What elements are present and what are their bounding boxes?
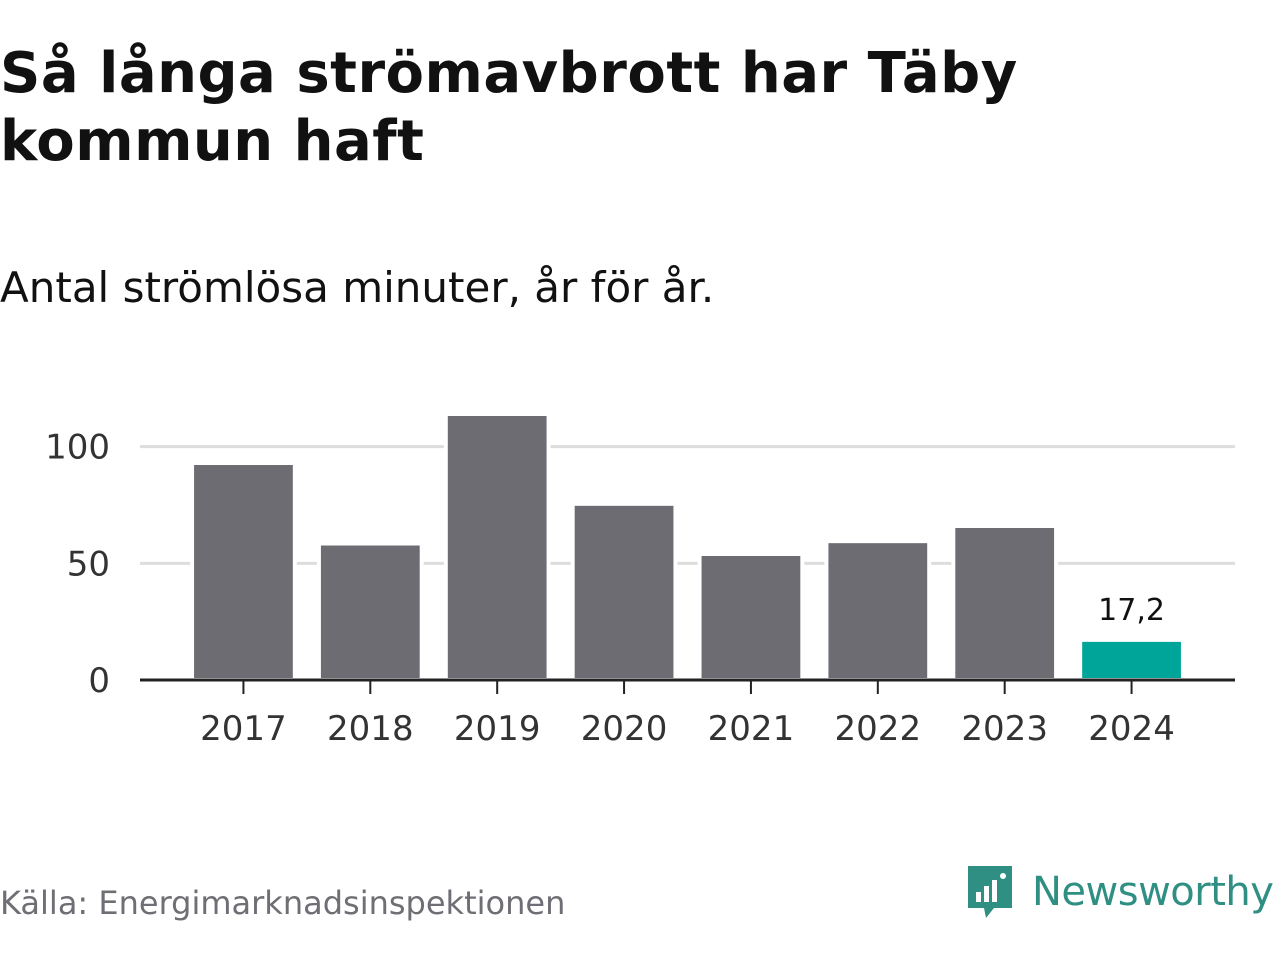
x-tick-label: 2020 [581, 709, 668, 749]
brand-name: Newsworthy [1032, 869, 1274, 915]
x-tick-label: 2018 [327, 709, 414, 749]
bars [190, 412, 1185, 683]
source-note: Källa: Energimarknadsinspektionen [0, 884, 566, 922]
bar-2018 [316, 541, 424, 682]
bar-2020 [570, 501, 678, 683]
x-tick-label: 2017 [200, 709, 287, 749]
labels: 0 50 100 2017 2018 2019 2020 2021 2022 2023 2024 17… [45, 428, 1175, 749]
chart-bubble-logo-icon [968, 866, 1012, 918]
bar-2017 [190, 461, 297, 682]
x-tick-label: 2023 [961, 709, 1048, 749]
y-tick-label: 0 [88, 661, 110, 701]
chart-title: Så långa strömavbrott har Täby kommun ha… [0, 41, 1018, 174]
axes [140, 678, 1235, 694]
chart-subtitle: Antal strömlösa minuter, år för år. [0, 263, 715, 312]
bar-2019 [443, 412, 551, 682]
y-tick-label: 100 [45, 428, 110, 468]
brand-logo: Newsworthy [964, 862, 1274, 922]
y-tick-label: 50 [67, 544, 110, 584]
bar-chart: 0 50 100 2017 2018 2019 2020 2021 2022 2023 2024 17… [45, 412, 1235, 749]
bar-2022 [824, 539, 932, 682]
bar-2023 [951, 524, 1059, 682]
x-tick-label: 2019 [454, 709, 541, 749]
x-tick-label: 2024 [1088, 709, 1175, 749]
x-tick-label: 2021 [708, 709, 795, 749]
gridlines [140, 445, 1235, 565]
bar-2024 [1078, 637, 1185, 683]
data-label-2024: 17,2 [1098, 593, 1165, 628]
bar-2021 [697, 552, 805, 682]
x-tick-label: 2022 [835, 709, 922, 749]
